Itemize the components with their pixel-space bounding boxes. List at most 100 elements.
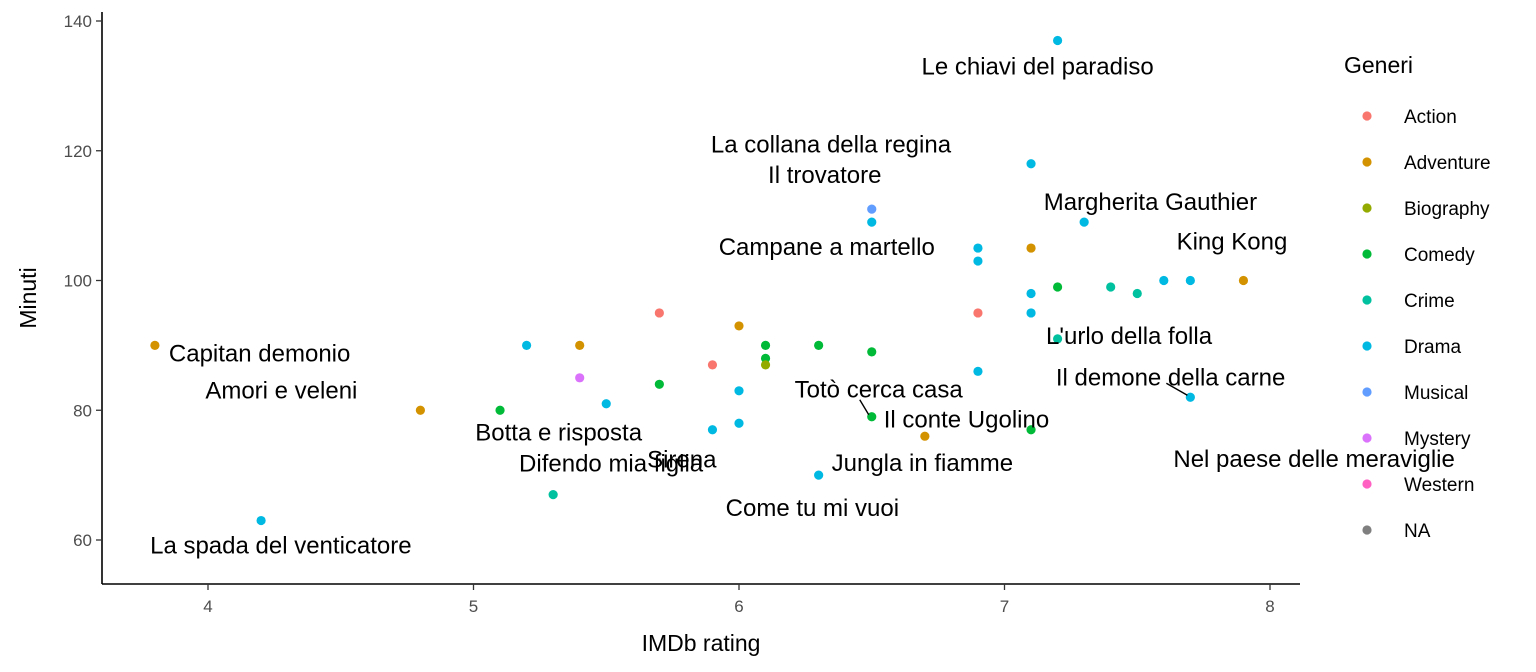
data-point [973, 308, 983, 318]
data-point [1053, 282, 1063, 292]
data-point [920, 431, 930, 441]
data-point [1053, 35, 1063, 46]
data-point [495, 405, 505, 415]
legend-label: Comedy [1404, 245, 1475, 266]
data-point [867, 412, 877, 422]
data-point [973, 256, 983, 266]
data-point [575, 373, 585, 383]
legend-label: Western [1404, 475, 1474, 496]
x-axis-title: IMDb rating [642, 630, 761, 656]
legend-label: Mystery [1404, 429, 1471, 450]
data-point [867, 204, 877, 214]
data-point [814, 470, 824, 480]
legend: Generi Action Adventure Biography Comedy Cri… [1344, 52, 1491, 542]
point-label: La collana della regina [711, 132, 952, 159]
data-point [973, 366, 983, 376]
data-point [1026, 288, 1036, 299]
y-tick-label: 100 [64, 272, 92, 291]
data-point [1079, 217, 1089, 227]
x-tick-label: 5 [469, 597, 478, 616]
y-tick-label: 60 [73, 531, 92, 550]
data-point [654, 308, 664, 318]
legend-label: Musical [1404, 383, 1468, 404]
legend-key [1362, 295, 1372, 305]
point-label: Capitan demonio [169, 340, 350, 367]
x-tick-label: 8 [1265, 597, 1274, 616]
label-leader-line [859, 399, 870, 416]
point-label: Campane a martello [719, 234, 935, 261]
point-label: Il demone della carne [1056, 364, 1285, 391]
data-point [734, 386, 744, 396]
data-point [1026, 243, 1036, 253]
data-point [707, 425, 718, 435]
data-point [734, 321, 744, 331]
legend-label: Crime [1404, 291, 1455, 312]
legend-key [1362, 203, 1372, 213]
legend-key [1362, 341, 1372, 351]
legend-key [1362, 387, 1372, 397]
data-point [760, 340, 771, 350]
point-label: Il conte Ugolino [884, 407, 1049, 434]
data-point [1185, 392, 1195, 402]
point-label: L'urlo della folla [1046, 323, 1213, 350]
legend-label: Drama [1404, 337, 1461, 358]
point-label: Nel paese delle meraviglie [1173, 446, 1454, 473]
data-point [415, 405, 425, 415]
data-point [1026, 308, 1036, 318]
data-point [654, 379, 664, 389]
y-tick-label: 80 [73, 401, 92, 420]
y-tick-label: 120 [64, 142, 92, 161]
data-point [522, 340, 532, 350]
data-point [867, 347, 877, 357]
point-label: Amori e veleni [205, 377, 357, 404]
x-tick-label: 7 [1000, 597, 1009, 616]
data-point [707, 360, 718, 370]
data-point [256, 515, 266, 526]
data-point [867, 217, 877, 227]
point-label: Totò cerca casa [795, 377, 964, 404]
data-point [734, 418, 744, 428]
point-label: Difendo mia figlia [519, 451, 704, 478]
legend-label: Action [1404, 107, 1457, 128]
data-points [150, 35, 1249, 526]
y-axis-title: Minuti [15, 267, 41, 328]
data-point [760, 360, 771, 370]
legend-label: Adventure [1404, 153, 1491, 174]
legend-label: NA [1404, 521, 1431, 542]
data-point [1026, 425, 1036, 435]
point-label: Botta e risposta [475, 419, 642, 446]
data-point [1185, 275, 1195, 286]
data-point [1159, 275, 1169, 286]
data-point [1053, 334, 1063, 344]
y-tick-label: 140 [64, 12, 92, 31]
data-point [1238, 275, 1249, 286]
data-point [973, 243, 983, 253]
x-tick-label: 4 [203, 597, 212, 616]
axes [101, 12, 1300, 585]
data-point [150, 340, 160, 350]
data-point [1132, 288, 1142, 299]
legend-key [1362, 479, 1372, 489]
point-labels: Le chiavi del paradiso La collana della r… [150, 53, 1455, 559]
point-label: La spada del venticatore [150, 533, 412, 560]
label-leader-line [1166, 382, 1188, 396]
x-tick-label: 6 [734, 597, 743, 616]
point-label: Margherita Gauthier [1044, 189, 1257, 216]
axis-ticks: 4 5 6 7 8 60 80 100 120 140 [64, 12, 1275, 616]
legend-key [1362, 111, 1372, 121]
point-label: King Kong [1177, 229, 1288, 256]
data-point [548, 489, 558, 500]
data-point [760, 353, 771, 363]
data-point [1106, 282, 1116, 292]
point-label: Le chiavi del paradiso [922, 53, 1154, 80]
point-label: Il trovatore [768, 162, 881, 189]
data-point [575, 340, 585, 350]
legend-title: Generi [1344, 52, 1413, 78]
point-label: Jungla in fiamme [832, 450, 1013, 477]
data-point [1026, 159, 1036, 169]
data-point [601, 399, 611, 409]
legend-label: Biography [1404, 199, 1490, 220]
legend-key [1362, 157, 1372, 167]
point-label: Sirena [647, 447, 717, 474]
